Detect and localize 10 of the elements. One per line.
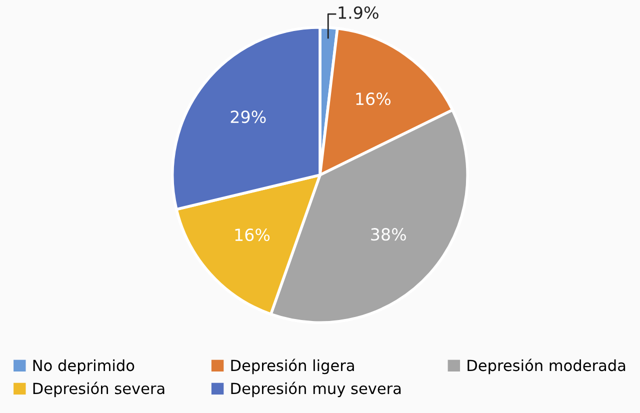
legend-label: No deprimido (33, 359, 134, 374)
data-label: 29% (230, 110, 266, 124)
legend-label: Depresión ligera (231, 358, 354, 374)
legend-label: Depresión muy severa (231, 382, 401, 398)
data-label: 16% (356, 92, 391, 106)
data-label: 1.9% (338, 6, 378, 19)
legend-label: Depresión moderada (468, 358, 626, 374)
data-label: 16% (235, 228, 270, 242)
data-label: 38% (371, 228, 406, 241)
legend-label: Depresión severa (33, 382, 164, 398)
